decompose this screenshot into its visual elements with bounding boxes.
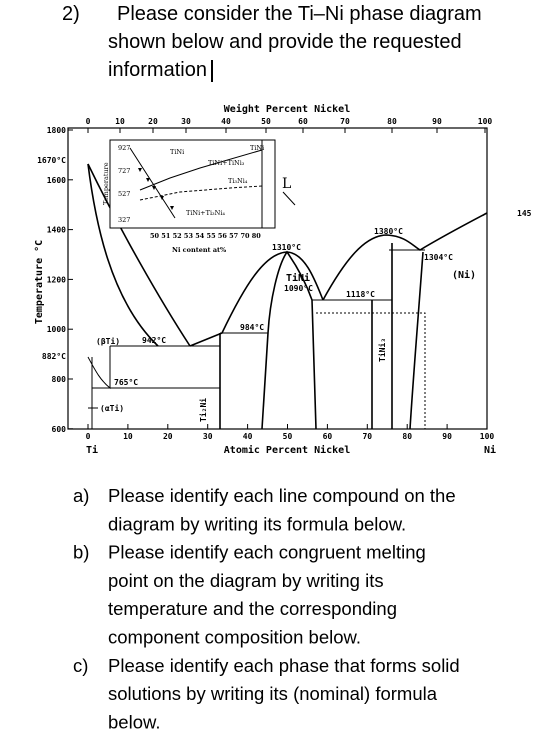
beta-alpha	[87, 346, 111, 429]
top-axis-title: Weight Percent Nickel	[224, 103, 350, 115]
tini-field	[267, 250, 317, 430]
y-tick-label: 1200	[47, 275, 66, 284]
inset-tick: 927	[118, 144, 130, 152]
liquidus-right	[322, 212, 488, 301]
top-tick-label: 0	[86, 117, 91, 126]
annotation: 1118°C	[346, 290, 375, 299]
annotation: (αTi)	[100, 403, 124, 413]
inset-tick: 527	[118, 190, 130, 198]
inset-label: TiNi	[250, 144, 264, 152]
annotation: 145	[517, 209, 532, 218]
inset-points	[138, 168, 174, 210]
y-axis-title: Temperature °C	[34, 240, 45, 324]
annotation: 765°C	[114, 378, 138, 387]
bottom-tick-label: 80	[402, 432, 412, 441]
inset-y-title: Temperature	[102, 162, 110, 205]
annotation: 1380°C	[374, 227, 403, 236]
annotation: 984°C	[240, 323, 264, 332]
annotation: 1670°C	[37, 156, 66, 165]
y-tick-label: 1600	[47, 176, 66, 185]
top-tick-label: 50	[261, 117, 271, 126]
bottom-tick-label: 70	[362, 432, 372, 441]
solidus-beta	[87, 163, 159, 347]
bottom-tick-label: 20	[163, 432, 173, 441]
bottom-tick-label: 100	[480, 432, 495, 441]
bottom-tick-label: 50	[283, 432, 293, 441]
inset-label: TiNi+TiNi₃	[208, 159, 245, 167]
inset-x-title: Ni content at%	[172, 246, 227, 254]
annotation: 1310°C	[272, 243, 301, 252]
question-line: component composition below.	[108, 627, 361, 648]
bottom-axis-title: Atomic Percent Nickel	[224, 444, 350, 456]
question-label: b)	[73, 542, 89, 563]
inset-label: Ti₃Ni₄	[228, 177, 248, 185]
annotation: 1304°C	[424, 253, 453, 262]
inset-lines	[129, 140, 263, 228]
top-tick-label: 30	[181, 117, 191, 126]
question-line: Please identify each line compound on th…	[108, 485, 456, 506]
question-line: point on the diagram by writing its	[108, 570, 384, 591]
inset-label: TiNi+Ti₃Ni₄	[186, 209, 225, 217]
annotation: TiNi₃	[377, 338, 387, 362]
y-tick-label: 1400	[47, 226, 66, 235]
header-line: information	[108, 59, 207, 81]
question-line: temperature and the corresponding	[108, 598, 397, 619]
annotation: 882°C	[42, 352, 66, 361]
top-tick-label: 60	[298, 117, 308, 126]
question-line: solutions by writing its (nominal) formu…	[108, 683, 438, 704]
bottom-tick-label: 10	[123, 432, 133, 441]
tini3-box	[371, 243, 393, 429]
question-line: Please identify each phase that forms so…	[108, 655, 460, 676]
question-line: below.	[108, 711, 160, 732]
left-end-label: Ti	[86, 444, 98, 456]
bottom-tick-label: 30	[203, 432, 213, 441]
y-tick-label: 800	[52, 375, 67, 384]
bottom-tick-label: 90	[442, 432, 452, 441]
question-number: 2)	[62, 3, 80, 25]
inset-tick: 327	[118, 216, 130, 224]
right-end-label: Ni	[484, 444, 496, 456]
inset-tick: 727	[118, 167, 130, 175]
question-label: c)	[73, 655, 88, 676]
annotation: Ti₂Ni	[198, 398, 208, 422]
inset-label: TiNi	[170, 148, 184, 156]
annotation: (βTi)	[96, 336, 120, 346]
top-tick-label: 90	[432, 117, 442, 126]
liquidus-mid	[189, 251, 324, 347]
liquidus-left	[87, 163, 191, 347]
header-line: shown below and provide the requested	[108, 31, 462, 53]
bottom-tick-label: 0	[86, 432, 91, 441]
top-tick-label: 10	[115, 117, 125, 126]
annotation: TiNi	[286, 272, 310, 284]
arrow	[88, 191, 296, 409]
question-line: Please identify each congruent melting	[108, 542, 426, 563]
tini-left	[261, 332, 269, 430]
inset-x-ticks: 50 51 52 53 54 55 56 57 70 80	[150, 232, 261, 240]
tick-group: 0 10 20 30 40 50 60 70 80 90 1000 10 20 30 40 50 60 70 80 9…	[47, 117, 495, 441]
annotation: 1090°C	[284, 284, 313, 293]
annotation: L	[282, 176, 291, 192]
inset-markers	[138, 168, 174, 210]
annotation: (Ni)	[452, 269, 476, 281]
question-line: diagram by writing its formula below.	[108, 513, 406, 534]
bottom-tick-label: 60	[323, 432, 333, 441]
top-tick-label: 80	[387, 117, 397, 126]
top-tick-label: 70	[340, 117, 350, 126]
y-tick-label: 1800	[47, 126, 66, 135]
question-label: a)	[73, 485, 89, 506]
plot-frame	[67, 127, 488, 430]
dashed-line	[316, 312, 426, 429]
ni-solvus	[409, 251, 424, 430]
top-tick-label: 40	[221, 117, 231, 126]
annotation: 942°C	[142, 336, 166, 345]
y-tick-label: 600	[52, 425, 67, 434]
y-tick-label: 1000	[47, 325, 66, 334]
questions: a) Please identify each line compound on …	[73, 485, 460, 732]
top-tick-label: 20	[148, 117, 158, 126]
header-line: Please consider the Ti–Ni phase diagram	[117, 3, 482, 25]
text-cursor	[211, 60, 213, 82]
bottom-tick-label: 40	[243, 432, 253, 441]
top-tick-label: 100	[478, 117, 493, 126]
